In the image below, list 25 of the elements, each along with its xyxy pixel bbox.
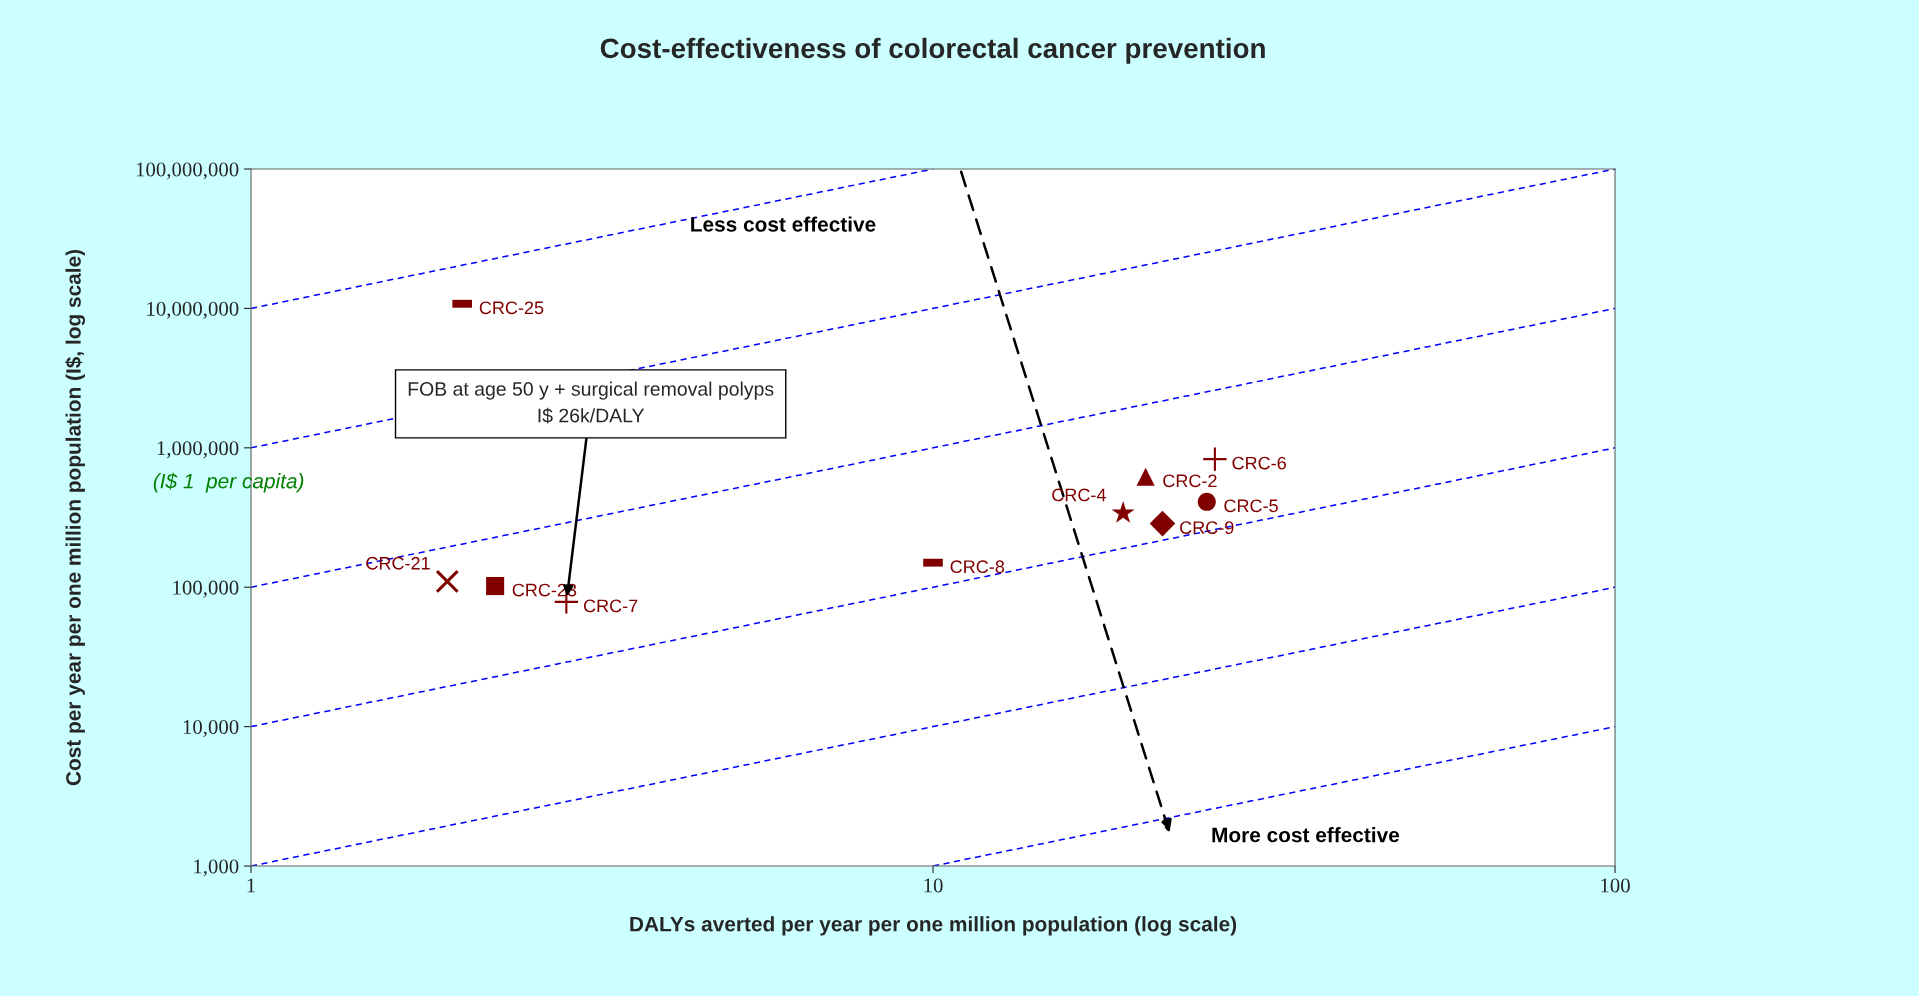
x-tick-label: 10 — [924, 878, 943, 893]
x-tick-label: 1 — [247, 878, 255, 893]
y-tick-label: 1,000,000 — [157, 441, 239, 459]
annotation: FOB at age 50 y + surgical removal polyps I$ 26k/DALY — [408, 381, 774, 424]
chart-title: Cost-effectiveness of colorectal cancer prevention — [600, 37, 1265, 64]
y-tick-label: 100,000 — [173, 580, 239, 598]
series-label: CRC-6 — [1232, 456, 1286, 470]
series-label: CRC-25 — [479, 301, 544, 315]
series-label: CRC-7 — [583, 599, 638, 613]
annotation: (I$ 1 per capita) — [153, 472, 304, 493]
series-label: CRC-9 — [1180, 521, 1234, 535]
series-label: CRC-4 — [1052, 488, 1106, 502]
x-tick-label: 100 — [1601, 878, 1630, 893]
annotation: More cost effective — [1212, 827, 1400, 843]
annotation: Less cost effective — [691, 216, 876, 232]
y-tick-label: 100,000,000 — [136, 162, 239, 180]
x-axis-title: DALYs averted per year per one million population (log scale) — [630, 916, 1237, 936]
series-label: CRC-8 — [950, 560, 1005, 574]
y-tick-label: 10,000,000 — [147, 301, 239, 319]
series-label: CRC-2 — [1163, 474, 1217, 488]
y-tick-label: 10,000 — [183, 720, 239, 738]
series-label: CRC-5 — [1224, 499, 1278, 513]
y-tick-label: 1,000 — [194, 859, 239, 877]
y-axis-title: Cost per year per one million population (I$, log scale) — [65, 249, 86, 786]
series-label: CRC-21 — [366, 556, 430, 570]
